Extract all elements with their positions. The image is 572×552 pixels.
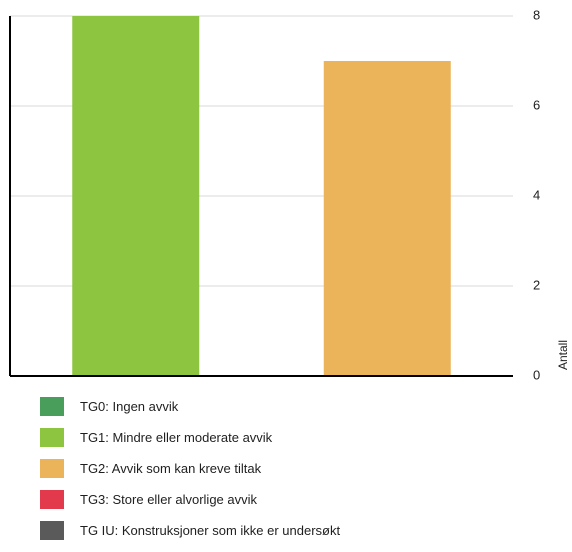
y-tick-label: 0 xyxy=(533,367,540,382)
legend-item: TG0: Ingen avvik xyxy=(40,397,340,416)
legend-swatch xyxy=(40,428,64,447)
y-tick-label: 6 xyxy=(533,97,540,112)
bar xyxy=(323,61,451,376)
legend-swatch xyxy=(40,459,64,478)
legend-item: TG IU: Konstruksjoner som ikke er unders… xyxy=(40,521,340,540)
y-tick-labels: 0 2 4 6 8 xyxy=(533,7,540,382)
legend-label: TG1: Mindre eller moderate avvik xyxy=(80,430,273,445)
legend-swatch xyxy=(40,490,64,509)
bar xyxy=(72,16,200,376)
legend: TG0: Ingen avvik TG1: Mindre eller moder… xyxy=(40,397,340,552)
legend-label: TG IU: Konstruksjoner som ikke er unders… xyxy=(80,523,341,538)
legend-item: TG1: Mindre eller moderate avvik xyxy=(40,428,340,447)
y-axis-label: Antall xyxy=(556,340,570,370)
legend-label: TG0: Ingen avvik xyxy=(80,399,179,414)
bars xyxy=(72,16,451,376)
bar-chart: 0 2 4 6 8 Antall xyxy=(9,7,570,382)
y-tick-label: 4 xyxy=(533,187,540,202)
legend-item: TG3: Store eller alvorlige avvik xyxy=(40,490,340,509)
legend-label: TG3: Store eller alvorlige avvik xyxy=(80,492,258,507)
legend-swatch xyxy=(40,397,64,416)
legend-swatch xyxy=(40,521,64,540)
legend-label: TG2: Avvik som kan kreve tiltak xyxy=(80,461,262,476)
y-tick-label: 2 xyxy=(533,277,540,292)
y-tick-label: 8 xyxy=(533,7,540,22)
legend-item: TG2: Avvik som kan kreve tiltak xyxy=(40,459,340,478)
